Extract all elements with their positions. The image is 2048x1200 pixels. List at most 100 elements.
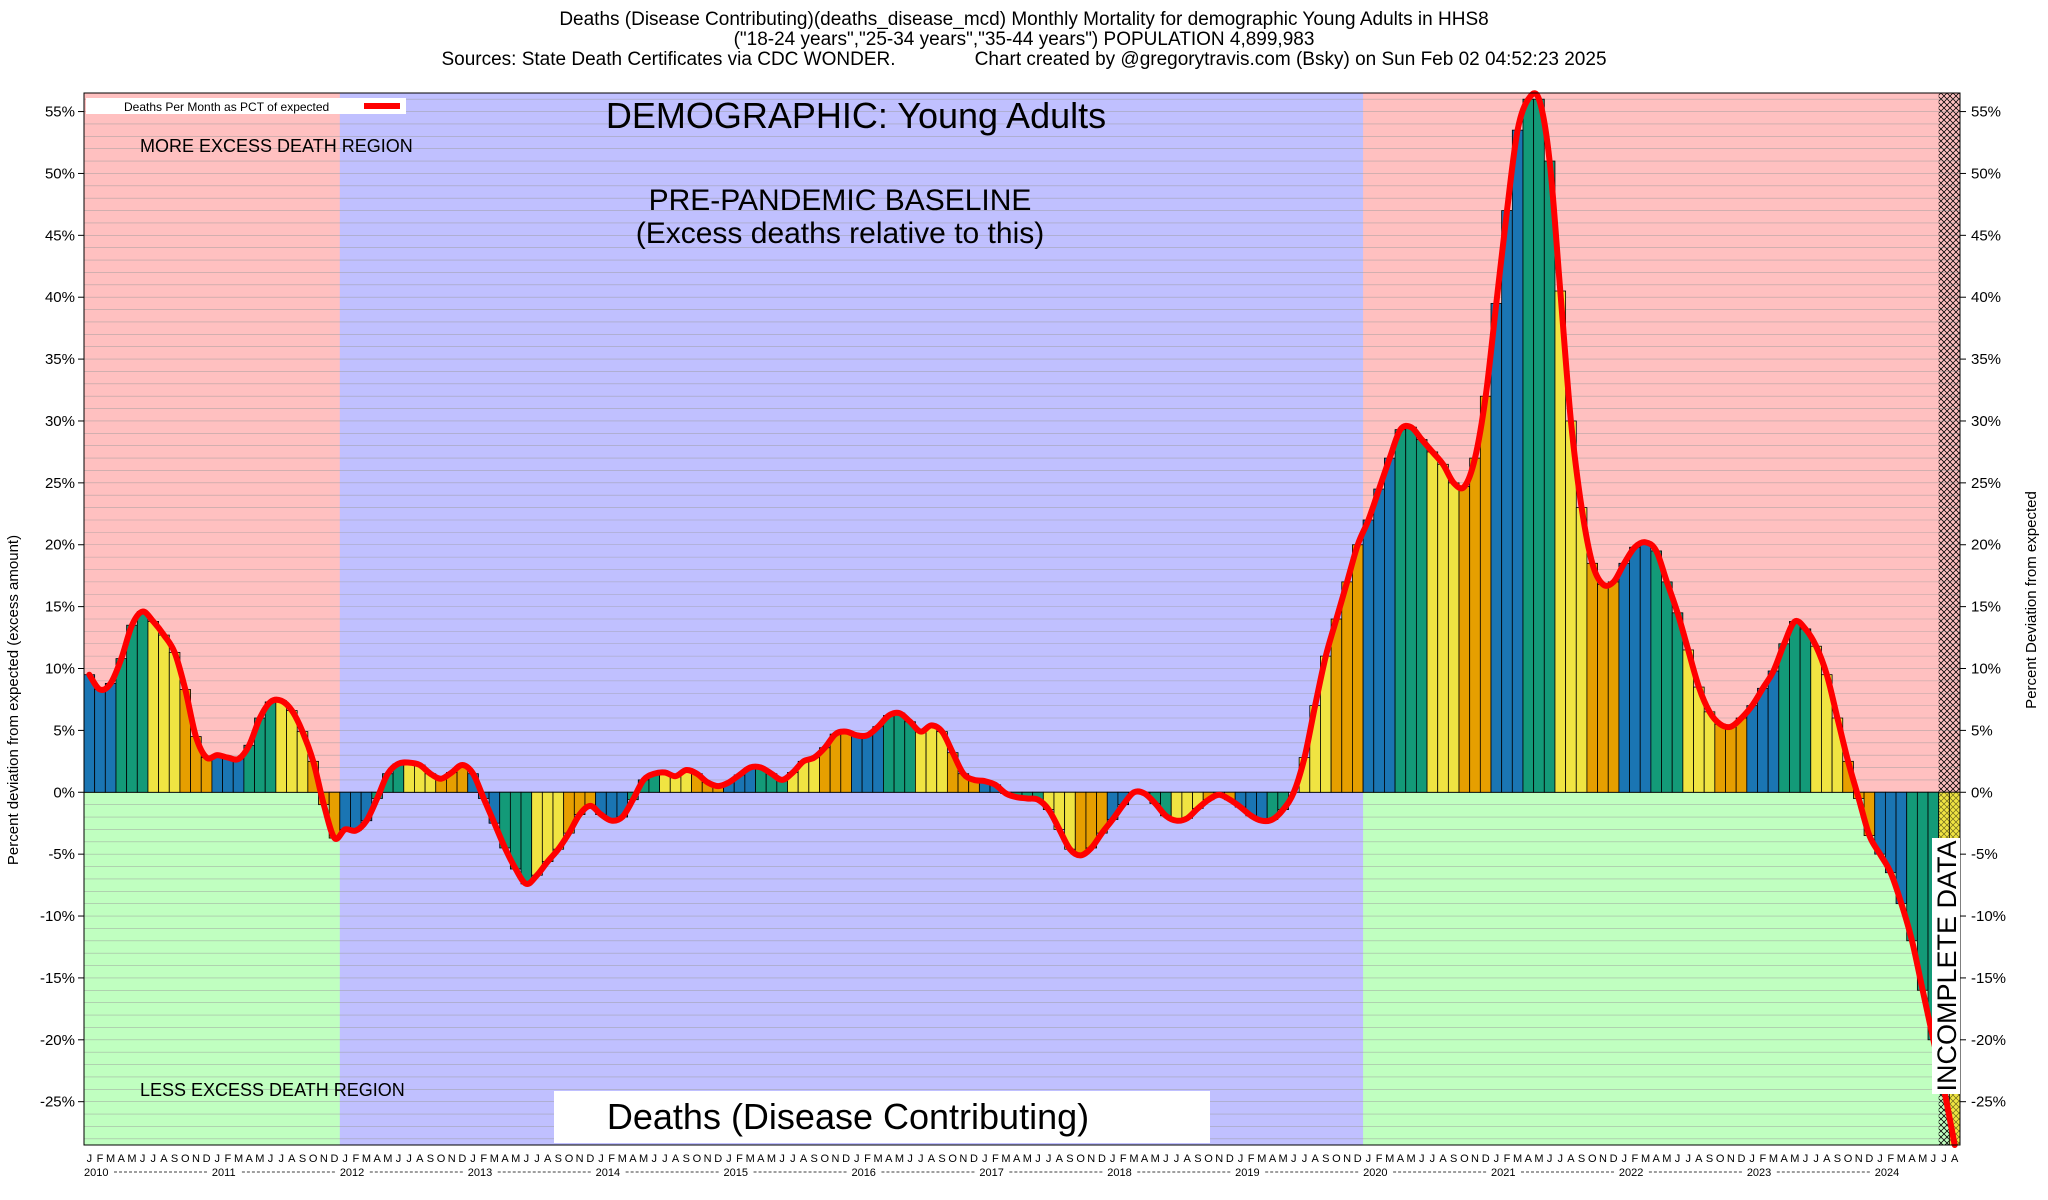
y-tick-label-left: 40% (45, 289, 75, 306)
x-month-label: J (406, 1153, 412, 1165)
x-month-label: M (1513, 1153, 1522, 1165)
y-tick-label-left: 30% (45, 413, 75, 430)
x-month-label: F (352, 1153, 359, 1165)
bar (232, 758, 245, 793)
x-month-label: J (1547, 1153, 1553, 1165)
x-month-label: F (1376, 1153, 1383, 1165)
x-month-label: J (1813, 1153, 1819, 1165)
x-month-label: M (106, 1153, 115, 1165)
more-excess-region-label: MORE EXCESS DEATH REGION (140, 136, 413, 156)
x-year-label: 2013 (468, 1167, 492, 1179)
x-month-label: J (1941, 1153, 1947, 1165)
x-month-label: A (928, 1153, 936, 1165)
x-month-label: M (1279, 1153, 1288, 1165)
x-month-label: D (714, 1153, 722, 1165)
baseline-label-line-1: PRE-PANDEMIC BASELINE (649, 184, 1032, 217)
x-year-label: 2019 (1235, 1167, 1259, 1179)
x-month-label: J (396, 1153, 402, 1165)
bar (1746, 705, 1758, 793)
x-year-label: 2014 (596, 1167, 620, 1179)
x-month-label: O (437, 1153, 446, 1165)
x-month-label: A (757, 1153, 765, 1165)
y-tick-label-right: 5% (1971, 722, 1993, 739)
x-month-label: D (1098, 1153, 1106, 1165)
x-month-label: D (970, 1153, 978, 1165)
x-month-label: J (151, 1153, 157, 1165)
chart-header-line-3: Sources: State Death Certificates via CD… (441, 49, 1607, 70)
x-month-label: J (918, 1153, 924, 1165)
y-tick-label-right: 25% (1971, 475, 2001, 492)
legend-box (86, 98, 406, 114)
x-month-label: D (1482, 1153, 1490, 1165)
x-month-label: O (1460, 1153, 1469, 1165)
x-month-label: A (160, 1153, 168, 1165)
bar (1725, 726, 1737, 793)
x-month-label: A (1823, 1153, 1831, 1165)
x-month-label: N (831, 1153, 839, 1165)
bar (1437, 463, 1449, 793)
bar (904, 721, 916, 793)
bar (115, 658, 128, 793)
y-tick-label-left: 20% (45, 537, 75, 554)
bar (1639, 541, 1652, 793)
x-month-label: N (1343, 1153, 1351, 1165)
x-month-label: M (639, 1153, 648, 1165)
bar (1330, 618, 1343, 793)
x-year-label: 2022 (1619, 1167, 1643, 1179)
bar (1415, 439, 1428, 793)
demographic-label: DEMOGRAPHIC: Young Adults (606, 95, 1106, 136)
bar (925, 725, 938, 793)
x-month-label: J (1803, 1153, 1809, 1165)
x-month-label: O (1716, 1153, 1725, 1165)
x-month-label: D (458, 1153, 466, 1165)
x-month-label: M (1769, 1153, 1778, 1165)
bar (1735, 717, 1748, 793)
x-month-label: J (1430, 1153, 1436, 1165)
x-month-label: J (790, 1153, 796, 1165)
bar (1671, 612, 1684, 793)
bar (1789, 621, 1801, 793)
x-month-label: M (1790, 1153, 1799, 1165)
x-month-label: N (320, 1153, 328, 1165)
x-month-label: M (127, 1153, 136, 1165)
x-month-label: M (1129, 1153, 1138, 1165)
x-month-label: A (1311, 1153, 1319, 1165)
bar (1597, 583, 1609, 793)
y-tick-label-right: -25% (1971, 1094, 2006, 1111)
x-month-label: J (1558, 1153, 1564, 1165)
bar (222, 757, 234, 793)
y-tick-label-right: 35% (1971, 351, 2001, 368)
bar (1074, 791, 1087, 856)
x-month-label: J (1494, 1153, 1500, 1165)
y-tick-label-right: -15% (1971, 970, 2006, 987)
y-tick-label-left: 45% (45, 227, 75, 244)
x-month-label: N (1087, 1153, 1095, 1165)
bar (1522, 98, 1535, 793)
bar (1426, 451, 1439, 793)
x-month-label: J (1035, 1153, 1041, 1165)
y-tick-label-right: 0% (1971, 784, 1993, 801)
x-month-label: A (1056, 1153, 1064, 1165)
x-month-label: O (1204, 1153, 1213, 1165)
bar (1661, 581, 1673, 793)
x-month-label: J (652, 1153, 658, 1165)
x-month-label: J (1749, 1153, 1755, 1165)
bar (339, 791, 351, 830)
x-month-label: N (192, 1153, 200, 1165)
x-month-label: J (342, 1153, 348, 1165)
x-month-label: M (1641, 1153, 1650, 1165)
y-tick-label-left: 10% (45, 661, 75, 678)
bar (1469, 457, 1481, 793)
x-month-label: F (1887, 1153, 1894, 1165)
x-month-label: S (555, 1153, 562, 1165)
x-month-label: J (87, 1153, 93, 1165)
bar (1479, 395, 1492, 793)
x-month-label: J (1291, 1153, 1297, 1165)
x-month-label: S (1194, 1153, 1201, 1165)
bar (1778, 643, 1790, 793)
x-month-label: J (1931, 1153, 1937, 1165)
x-month-label: J (1621, 1153, 1627, 1165)
x-month-label: A (672, 1153, 680, 1165)
x-month-label: D (1865, 1153, 1873, 1165)
y-tick-label-left: 25% (45, 475, 75, 492)
